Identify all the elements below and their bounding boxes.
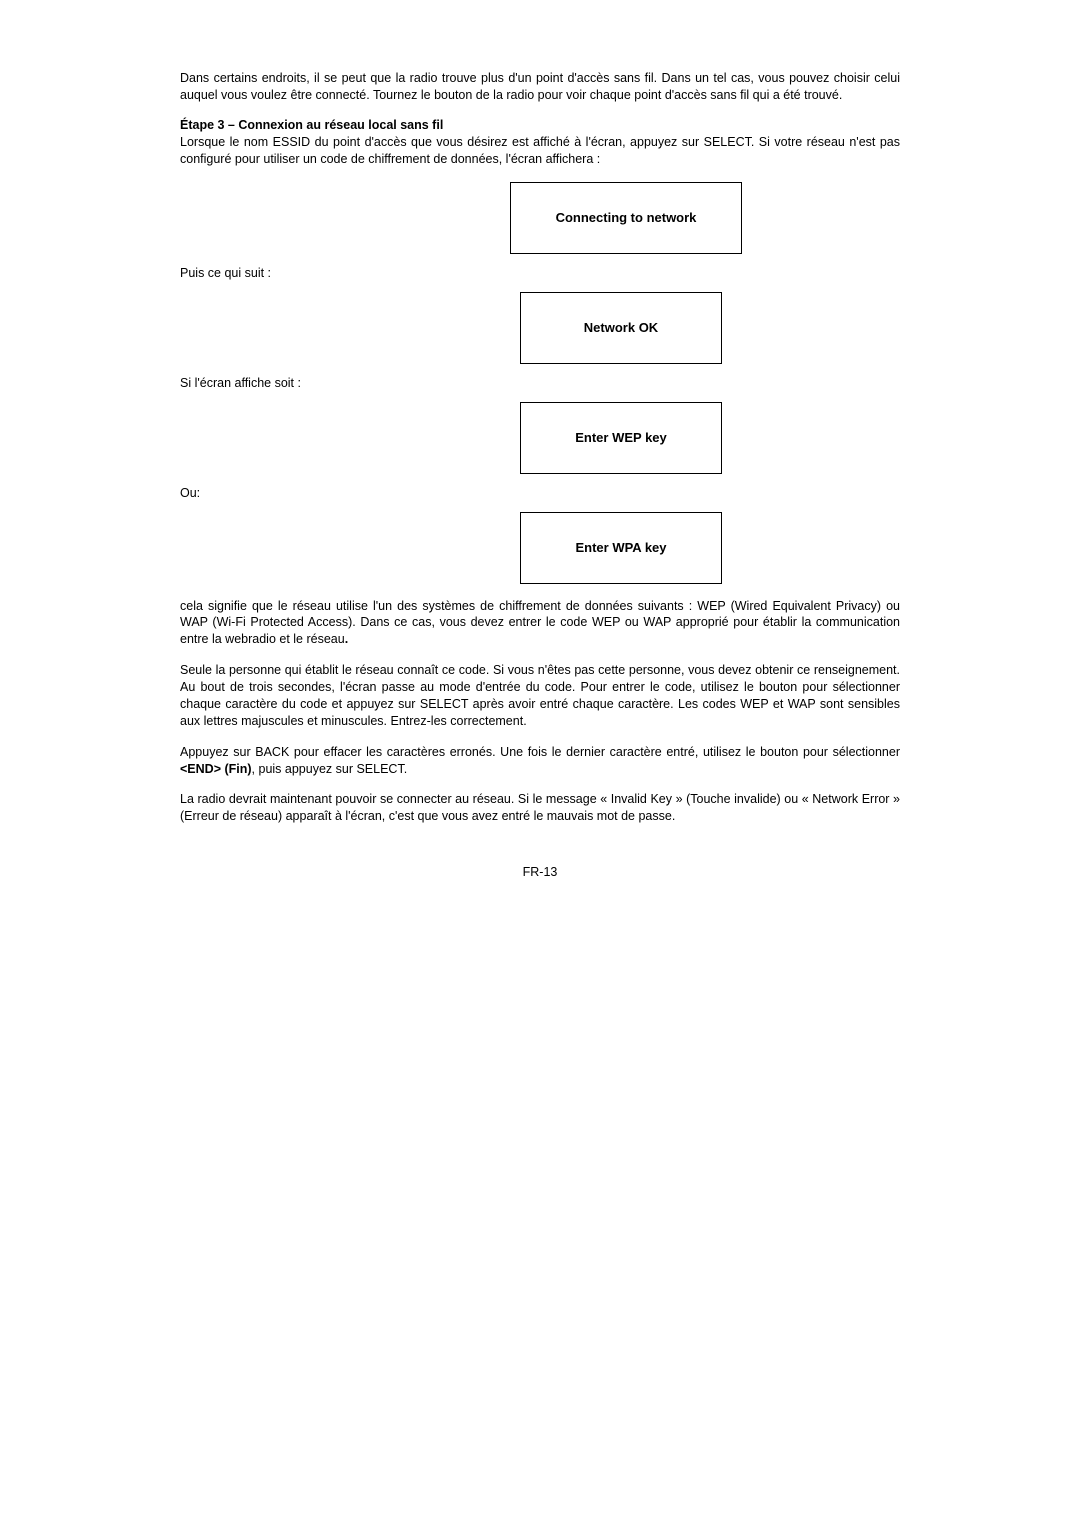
lead-if-shows: Si l'écran affiche soit : bbox=[180, 376, 900, 390]
back-text-c: , puis appuyez sur SELECT. bbox=[252, 762, 408, 776]
step3-paragraph: Lorsque le nom ESSID du point d'accès qu… bbox=[180, 134, 900, 168]
page-number: FR-13 bbox=[180, 865, 900, 879]
step3-heading: Étape 3 – Connexion au réseau local sans… bbox=[180, 118, 900, 132]
encryption-paragraph: cela signifie que le réseau utilise l'un… bbox=[180, 598, 900, 649]
encryption-period: . bbox=[345, 632, 348, 646]
lead-or: Ou: bbox=[180, 486, 900, 500]
back-text-a: Appuyez sur BACK pour effacer les caract… bbox=[180, 745, 900, 759]
screen-enter-wep: Enter WEP key bbox=[520, 402, 722, 474]
screen-connecting: Connecting to network bbox=[510, 182, 742, 254]
lead-then: Puis ce qui suit : bbox=[180, 266, 900, 280]
document-page: Dans certains endroits, il se peut que l… bbox=[180, 0, 900, 879]
encryption-text: cela signifie que le réseau utilise l'un… bbox=[180, 599, 900, 647]
back-paragraph: Appuyez sur BACK pour effacer les caract… bbox=[180, 744, 900, 778]
screen-network-ok: Network OK bbox=[520, 292, 722, 364]
intro-paragraph: Dans certains endroits, il se peut que l… bbox=[180, 70, 900, 104]
end-label: <END> (Fin) bbox=[180, 762, 252, 776]
code-entry-paragraph: Seule la personne qui établit le réseau … bbox=[180, 662, 900, 730]
screen-enter-wpa: Enter WPA key bbox=[520, 512, 722, 584]
error-paragraph: La radio devrait maintenant pouvoir se c… bbox=[180, 791, 900, 825]
